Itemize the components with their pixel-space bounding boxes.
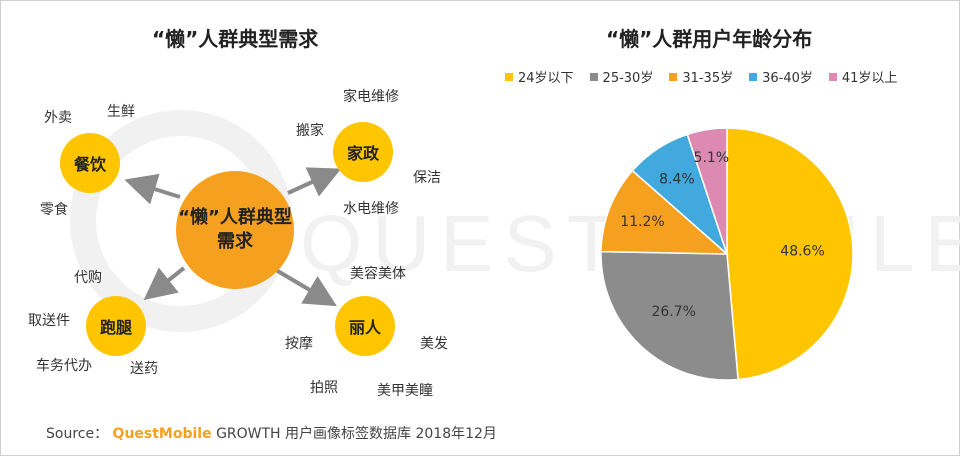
legend-label: 25-30岁 xyxy=(602,71,654,86)
legend-swatch xyxy=(505,72,513,81)
housekeeping-item: 水电维修 xyxy=(343,201,399,217)
arrow-to-beauty xyxy=(274,268,337,307)
legend-swatch xyxy=(749,72,758,81)
center-demand-node: “懒”人群典型 需求 xyxy=(176,171,294,289)
source-brand: QuestMobile xyxy=(112,426,212,442)
pie-data-label: 48.6% xyxy=(780,244,824,260)
legend-item: 31-35岁 xyxy=(669,67,733,86)
legend-swatch xyxy=(669,72,678,81)
errands-item: 代购 xyxy=(74,270,102,286)
pie-data-label: 5.1% xyxy=(694,150,730,166)
pie-data-label: 11.2% xyxy=(620,214,664,230)
dining-item: 外卖 xyxy=(44,110,72,126)
beauty-item: 拍照 xyxy=(310,380,338,396)
beauty-item: 美容美体 xyxy=(350,266,406,282)
errands-item: 车务代办 xyxy=(36,358,92,374)
housekeeping-node: 家政 xyxy=(333,122,393,182)
housekeeping-item: 搬家 xyxy=(296,123,324,139)
errands-item: 送药 xyxy=(130,361,158,377)
center-label-line1: “懒”人群典型 xyxy=(178,207,292,228)
beauty-node: 丽人 xyxy=(335,296,395,356)
arrow-to-dining xyxy=(124,173,181,205)
source-prefix: Source： xyxy=(46,426,109,442)
pie-slice xyxy=(600,250,739,381)
pie-slice xyxy=(726,127,854,381)
legend-label: 41岁以上 xyxy=(841,71,898,86)
left-panel-title: “懒”人群典型需求 xyxy=(152,27,319,51)
dining-item: 生鲜 xyxy=(107,104,135,120)
pie-data-label: 8.4% xyxy=(659,171,695,187)
pie-slice xyxy=(686,127,728,255)
legend-item: 25-30岁 xyxy=(589,67,654,86)
errands-item: 取送件 xyxy=(28,313,70,329)
legend-item: 41岁以上 xyxy=(828,67,898,86)
arrow-to-housekeeping xyxy=(287,167,342,197)
legend-swatch xyxy=(589,72,598,81)
arrow-to-errands xyxy=(143,266,186,300)
legend-label: 24岁以下 xyxy=(518,71,574,86)
legend-swatch xyxy=(828,72,837,81)
source-rest: GROWTH 用户画像标签数据库 2018年12月 xyxy=(216,426,497,442)
dining-node: 餐饮 xyxy=(60,133,120,193)
chart-title: “懒”人群用户年龄分布 xyxy=(606,27,813,51)
beauty-item: 美甲美瞳 xyxy=(377,383,433,399)
errands-node: 跑腿 xyxy=(86,296,146,356)
legend-item: 36-40岁 xyxy=(749,67,813,86)
chart-legend: 24岁以下 25-30岁 31-35岁 36-40岁 41岁以上 xyxy=(505,67,913,86)
housekeeping-item: 家电维修 xyxy=(343,89,399,105)
source-footer: Source： QuestMobile GROWTH 用户画像标签数据库 201… xyxy=(46,423,497,443)
beauty-item: 美发 xyxy=(420,336,448,352)
pie-slice xyxy=(600,169,730,255)
beauty-item: 按摩 xyxy=(285,336,313,352)
housekeeping-item: 保洁 xyxy=(413,170,441,186)
pie-data-label: 26.7% xyxy=(651,304,695,320)
dining-item: 零食 xyxy=(40,202,68,218)
center-label-line2: 需求 xyxy=(216,231,253,252)
legend-label: 31-35岁 xyxy=(682,71,734,86)
legend-item: 24岁以下 xyxy=(505,67,574,86)
legend-label: 36-40岁 xyxy=(762,71,813,86)
